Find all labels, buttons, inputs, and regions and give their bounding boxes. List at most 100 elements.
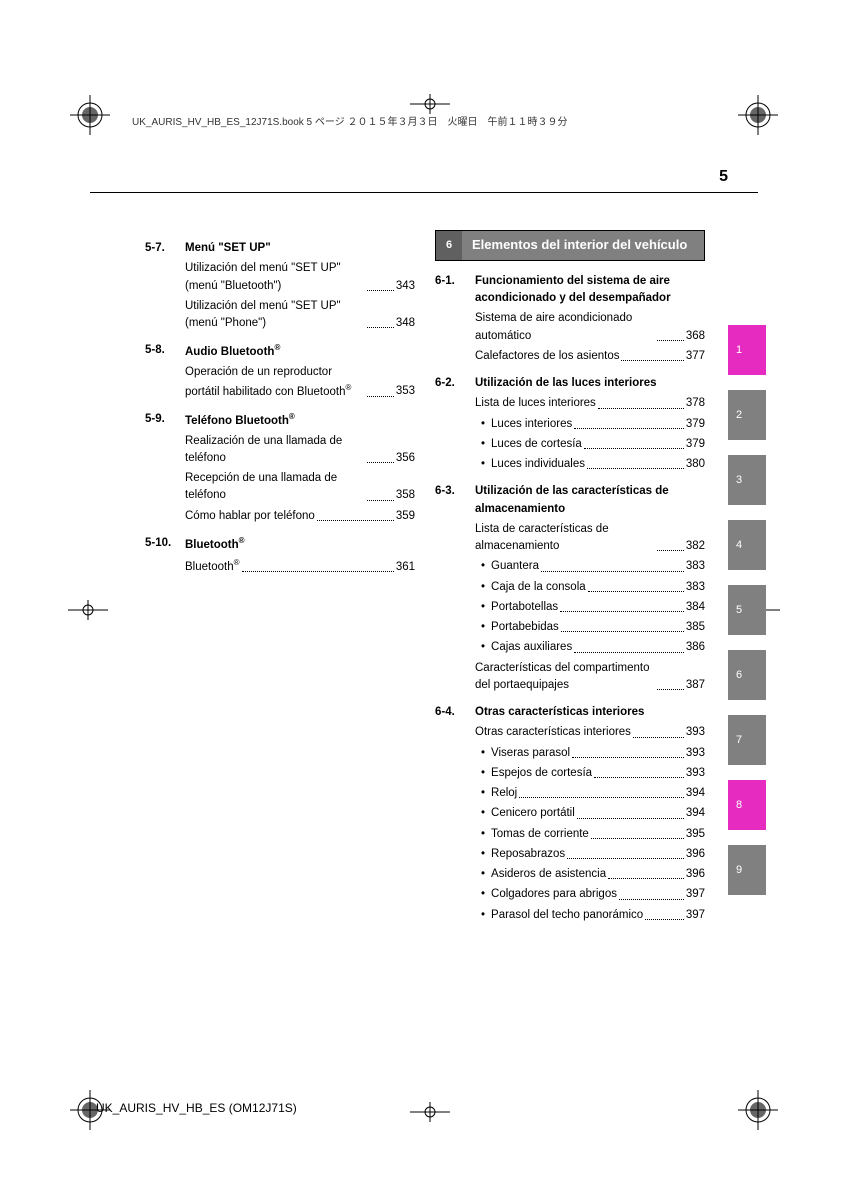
leader-dots <box>574 652 684 653</box>
section-number: 5-9. <box>145 411 185 430</box>
toc-entry: Asideros de asistencia396 <box>475 866 705 883</box>
leader-dots <box>572 757 684 758</box>
leader-dots <box>608 878 684 879</box>
cross-top <box>410 94 450 114</box>
leader-dots <box>560 611 684 612</box>
side-tab-7[interactable]: 7 <box>728 715 766 765</box>
crop-mark-br <box>738 1090 778 1130</box>
entry-page: 396 <box>686 866 705 883</box>
section-title: Audio Bluetooth® <box>185 342 415 361</box>
entry-page: 397 <box>686 886 705 903</box>
toc-entry: Luces de cortesía379 <box>475 436 705 453</box>
side-tab-3[interactable]: 3 <box>728 455 766 505</box>
entry-page: 379 <box>686 436 705 453</box>
leader-dots <box>367 396 394 397</box>
entry-text: Utilización del menú "SET UP" (menú "Pho… <box>185 298 365 333</box>
left-column: 5-7.Menú "SET UP" Utilización del menú "S… <box>145 230 415 924</box>
entry-text: Otras características interiores <box>475 724 631 741</box>
toc-entry: Espejos de cortesía393 <box>475 765 705 782</box>
leader-dots <box>574 428 684 429</box>
section-heading: 5-7.Menú "SET UP" <box>145 240 415 257</box>
leader-dots <box>588 591 684 592</box>
entry-page: 378 <box>686 395 705 412</box>
leader-dots <box>367 462 394 463</box>
leader-dots <box>619 899 684 900</box>
leader-dots <box>591 838 684 839</box>
leader-dots <box>561 631 684 632</box>
section-title: Utilización de las características de al… <box>475 483 705 518</box>
leader-dots <box>367 500 394 501</box>
entry-page: 387 <box>686 677 705 694</box>
entry-text: Espejos de cortesía <box>491 765 592 782</box>
side-tab-6[interactable]: 6 <box>728 650 766 700</box>
side-tab-2[interactable]: 2 <box>728 390 766 440</box>
side-tab-1[interactable]: 1 <box>728 325 766 375</box>
entry-text: Portabotellas <box>491 599 558 616</box>
entry-page: 393 <box>686 724 705 741</box>
right-column: 6Elementos del interior del vehículo6-1.… <box>435 230 705 924</box>
entry-page: 356 <box>396 450 415 467</box>
entry-page: 377 <box>686 348 705 365</box>
section-number: 5-10. <box>145 535 185 554</box>
leader-dots <box>584 448 684 449</box>
entry-text: Portabebidas <box>491 619 559 636</box>
leader-dots <box>598 408 684 409</box>
leader-dots <box>541 571 684 572</box>
toc-entry: Parasol del techo panorámico397 <box>475 907 705 924</box>
leader-dots <box>519 797 684 798</box>
toc-entry: Calefactores de los asientos377 <box>475 348 705 365</box>
entry-text: Características del compartimento del po… <box>475 660 655 695</box>
side-tab-9[interactable]: 9 <box>728 845 766 895</box>
entry-text: Reposabrazos <box>491 846 565 863</box>
entry-page: 393 <box>686 745 705 762</box>
section-heading: 5-8.Audio Bluetooth® <box>145 342 415 361</box>
section-number: 5-8. <box>145 342 185 361</box>
toc-entry: Caja de la consola383 <box>475 579 705 596</box>
section-heading: 5-10.Bluetooth® <box>145 535 415 554</box>
entry-text: Luces interiores <box>491 416 572 433</box>
crop-mark-tl <box>70 95 110 135</box>
toc-entry: Otras características interiores 393 <box>475 724 705 741</box>
leader-dots <box>367 290 394 291</box>
toc-entry: Cenicero portátil394 <box>475 805 705 822</box>
entry-page: 394 <box>686 805 705 822</box>
entry-page: 379 <box>686 416 705 433</box>
entry-page: 368 <box>686 328 705 345</box>
leader-dots <box>657 340 684 341</box>
side-tab-4[interactable]: 4 <box>728 520 766 570</box>
section-heading: 6-3.Utilización de las características d… <box>435 483 705 518</box>
entry-page: 382 <box>686 538 705 555</box>
section-number: 6-2. <box>435 375 475 392</box>
leader-dots <box>367 327 394 328</box>
entry-text: Colgadores para abrigos <box>491 886 617 903</box>
side-tab-5[interactable]: 5 <box>728 585 766 635</box>
entry-page: 395 <box>686 826 705 843</box>
chapter-title: Elementos del interior del vehículo <box>462 231 697 260</box>
entry-page: 358 <box>396 487 415 504</box>
entry-text: Lista de luces interiores <box>475 395 596 412</box>
toc-entry: Guantera383 <box>475 558 705 575</box>
entry-page: 386 <box>686 639 705 656</box>
section-heading: 6-2.Utilización de las luces interiores <box>435 375 705 392</box>
footer-text: UK_AURIS_HV_HB_ES (OM12J71S) <box>96 1101 297 1115</box>
leader-dots <box>657 550 684 551</box>
toc-entry: Recepción de una llamada de teléfono358 <box>185 470 415 505</box>
entry-page: 359 <box>396 508 415 525</box>
entry-text: Guantera <box>491 558 539 575</box>
cross-left <box>68 600 108 620</box>
leader-dots <box>587 468 684 469</box>
section-heading: 5-9.Teléfono Bluetooth® <box>145 411 415 430</box>
entry-text: Luces individuales <box>491 456 585 473</box>
toc-entry: Sistema de aire acondicionado automático… <box>475 310 705 345</box>
chapter-header: 6Elementos del interior del vehículo <box>435 230 705 261</box>
side-tab-8[interactable]: 8 <box>728 780 766 830</box>
toc-entry: Utilización del menú "SET UP" (menú "Pho… <box>185 298 415 333</box>
leader-dots <box>621 360 683 361</box>
entry-text: Sistema de aire acondicionado automático <box>475 310 655 345</box>
toc-entry: Realización de una llamada de teléfono35… <box>185 433 415 468</box>
toc-entry: Reposabrazos396 <box>475 846 705 863</box>
entry-text: Viseras parasol <box>491 745 570 762</box>
toc-entry: Lista de características de almacenamien… <box>475 521 705 556</box>
section-number: 5-7. <box>145 240 185 257</box>
entry-page: 348 <box>396 315 415 332</box>
